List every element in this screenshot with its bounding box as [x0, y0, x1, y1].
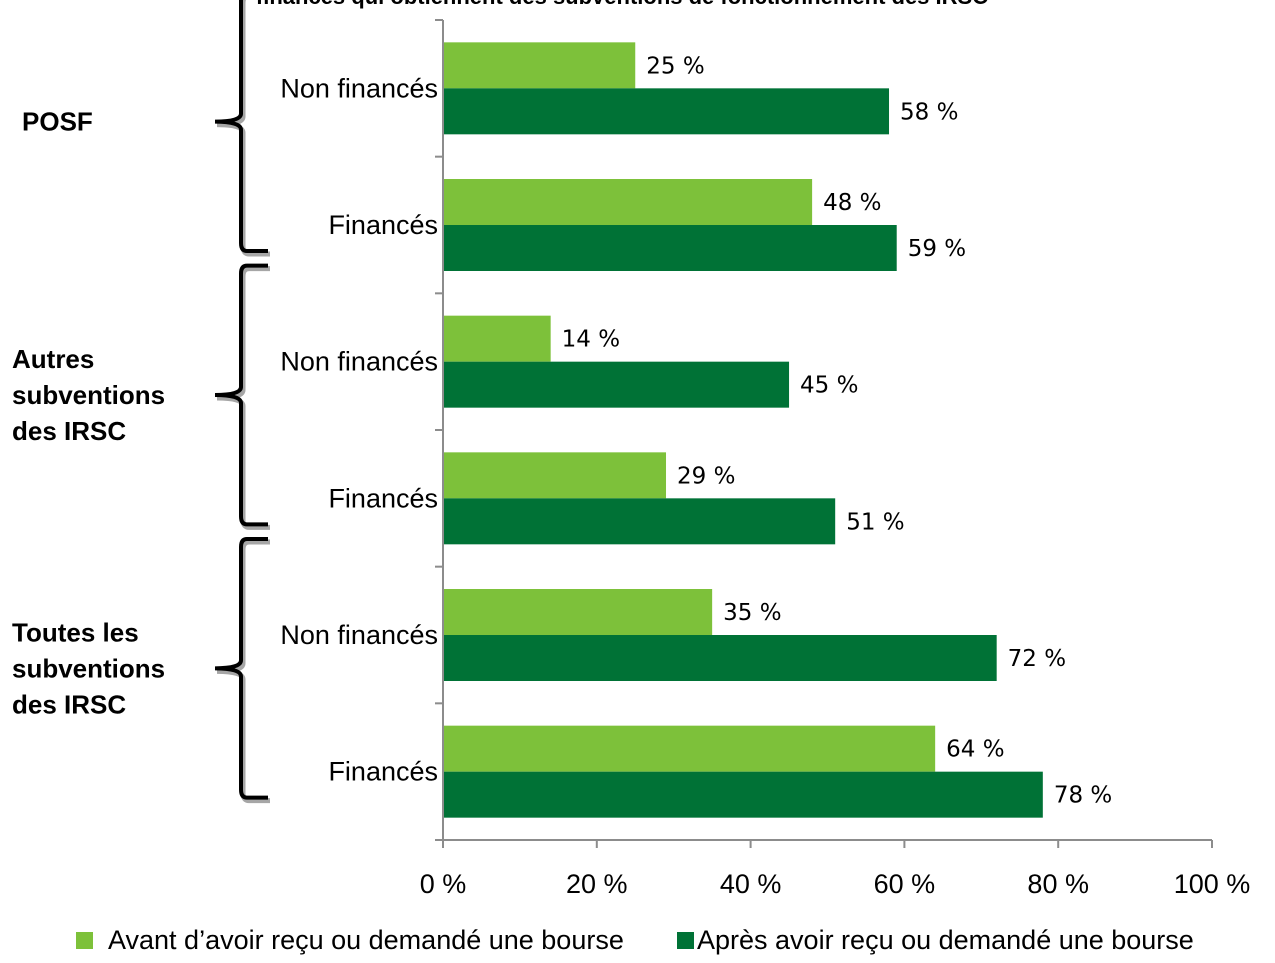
x-tick-label: 80 % [1027, 869, 1089, 899]
bar [443, 42, 636, 89]
group-label-line: subventions [12, 380, 165, 410]
group-label-line: Toutes les [12, 617, 139, 647]
group-label-line: Autres [12, 344, 94, 374]
group-label: Toutes les subventions des IRSC [12, 617, 165, 719]
bar [443, 88, 890, 135]
data-label: 78 % [1054, 783, 1112, 809]
group-label: Autres subventions des IRSC [12, 344, 165, 446]
group-brace [214, 537, 268, 800]
x-tick-label: 40 % [720, 869, 782, 899]
bar [443, 725, 936, 772]
data-label: 72 % [1008, 646, 1066, 672]
category-label: Non financés [280, 73, 438, 103]
group-label: POSF [22, 107, 93, 137]
bar [443, 179, 813, 225]
category-label: Financés [328, 210, 438, 240]
group-brace [214, 263, 268, 527]
brace-shadow [216, 0, 270, 257]
group-label-line: subventions [12, 653, 165, 683]
data-label: 14 % [562, 327, 620, 353]
data-label: 64 % [946, 737, 1004, 763]
data-label: 59 % [908, 236, 966, 262]
brace-shadow [216, 539, 270, 804]
legend-swatch [677, 932, 694, 949]
category-label: Non financés [280, 347, 438, 377]
bar [443, 452, 667, 499]
x-tick-label: 20 % [566, 869, 628, 899]
bar [443, 361, 790, 408]
data-label: 29 % [677, 463, 735, 489]
x-tick-label: 0 % [420, 869, 467, 899]
legend-swatch [76, 932, 93, 949]
brace-shadow [216, 266, 270, 530]
legend-label: Avant d’avoir reçu ou demandé une bourse [108, 925, 624, 955]
bar [443, 315, 551, 362]
bar [443, 589, 713, 635]
data-label: 45 % [800, 373, 858, 399]
group-label-line: des IRSC [12, 416, 126, 446]
bar [443, 635, 997, 681]
bar [443, 225, 897, 271]
x-tick-label: 60 % [874, 869, 936, 899]
data-label: 48 % [823, 190, 881, 216]
x-tick-label: 100 % [1174, 869, 1251, 899]
bar [443, 771, 1043, 818]
data-label: 25 % [646, 53, 704, 79]
category-label: Non financés [280, 620, 438, 650]
data-label: 35 % [723, 600, 781, 626]
group-brace [214, 0, 268, 253]
group-label-line: POSF [22, 107, 93, 137]
group-label-line: des IRSC [12, 689, 126, 719]
bar [443, 498, 836, 545]
category-label: Financés [328, 483, 438, 513]
legend-label: Après avoir reçu ou demandé une bourse [697, 925, 1194, 955]
chart-title: financés qui obtiennent des subventions … [256, 0, 988, 9]
data-label: 58 % [900, 99, 958, 125]
data-label: 51 % [846, 509, 904, 535]
category-label: Financés [328, 757, 438, 787]
